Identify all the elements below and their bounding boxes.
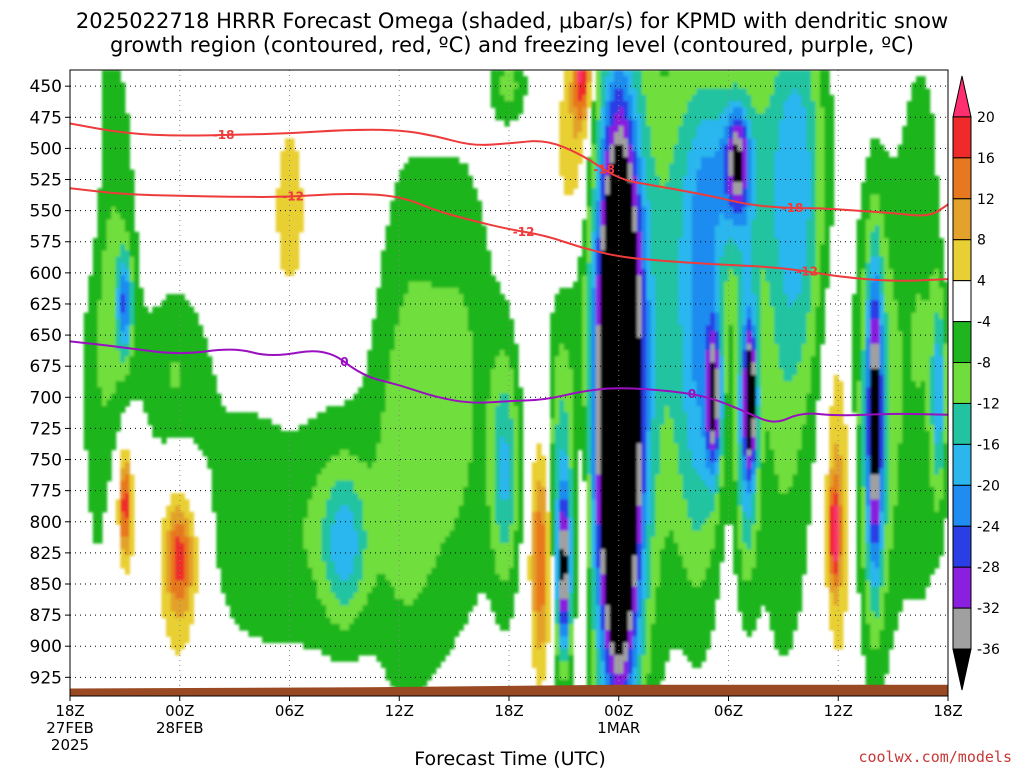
y-tick-label: 550 bbox=[30, 202, 62, 222]
x-tick-label: 12Z bbox=[824, 702, 853, 720]
contour-label: -18 bbox=[593, 163, 615, 177]
colorbar-label: -12 bbox=[977, 396, 1000, 412]
x-tick-label: 18Z bbox=[494, 702, 523, 720]
colorbar-label: 20 bbox=[977, 110, 995, 126]
contour-label: -18 bbox=[782, 201, 804, 215]
credit-url[interactable]: coolwx.com/models bbox=[858, 748, 1012, 766]
colorbar-swatch bbox=[953, 117, 971, 158]
y-tick-label: 450 bbox=[30, 77, 62, 97]
x-tick-label: 27FEB bbox=[46, 719, 93, 737]
y-tick-label: 700 bbox=[30, 388, 62, 408]
colorbar-swatch bbox=[953, 403, 971, 444]
contour-label: -12 bbox=[796, 264, 818, 278]
colorbar-swatch bbox=[953, 76, 971, 117]
contour-label: -18 bbox=[213, 128, 235, 142]
y-tick-label: 575 bbox=[30, 233, 62, 253]
colorbar-swatch bbox=[953, 567, 971, 608]
contour-label: -12 bbox=[282, 190, 304, 204]
y-tick-label: 600 bbox=[30, 264, 62, 284]
y-tick-label: 925 bbox=[30, 668, 62, 688]
colorbar-swatch bbox=[953, 240, 971, 281]
colorbar-swatch bbox=[953, 199, 971, 240]
colorbar-label: 4 bbox=[977, 274, 986, 290]
colorbar-label: 12 bbox=[977, 192, 995, 208]
y-tick-label: 475 bbox=[30, 108, 62, 128]
y-tick-label: 525 bbox=[30, 171, 62, 191]
y-tick-label: 500 bbox=[30, 139, 62, 159]
y-tick-label: 875 bbox=[30, 606, 62, 626]
x-tick-label: 06Z bbox=[714, 702, 743, 720]
colorbar-label: -8 bbox=[977, 356, 991, 372]
y-tick-label: 900 bbox=[30, 637, 62, 657]
colorbar-swatch bbox=[953, 363, 971, 404]
colorbar-label: -32 bbox=[977, 601, 1000, 617]
y-tick-label: 725 bbox=[30, 419, 62, 439]
x-tick-label: 00Z bbox=[604, 702, 633, 720]
colorbar-swatch bbox=[953, 281, 971, 322]
contour-label: 0 bbox=[340, 355, 348, 369]
colorbar-label: -28 bbox=[977, 560, 1000, 576]
x-tick-label: 18Z bbox=[55, 702, 84, 720]
colorbar-swatch bbox=[953, 444, 971, 485]
colorbar-swatch bbox=[953, 158, 971, 199]
y-tick-label: 800 bbox=[30, 513, 62, 533]
y-tick-label: 675 bbox=[30, 357, 62, 377]
y-tick-label: 650 bbox=[30, 326, 62, 346]
colorbar-label: -36 bbox=[977, 642, 1000, 658]
colorbar-swatch bbox=[953, 649, 971, 690]
x-tick-label: 12Z bbox=[385, 702, 414, 720]
x-tick-label: 28FEB bbox=[156, 719, 203, 737]
x-tick-label: 18Z bbox=[933, 702, 962, 720]
colorbar-swatch bbox=[953, 608, 971, 649]
colorbar-label: -16 bbox=[977, 437, 1000, 453]
contour-label: 0 bbox=[688, 387, 696, 401]
colorbar-label: 8 bbox=[977, 233, 986, 249]
y-tick-label: 775 bbox=[30, 482, 62, 502]
colorbar-swatch bbox=[953, 485, 971, 526]
y-tick-label: 625 bbox=[30, 295, 62, 315]
colorbar-label: -24 bbox=[977, 519, 1000, 535]
y-tick-label: 825 bbox=[30, 544, 62, 564]
x-tick-label: 06Z bbox=[275, 702, 304, 720]
colorbar-label: 16 bbox=[977, 151, 995, 167]
x-tick-label: 00Z bbox=[165, 702, 194, 720]
colorbar-swatch bbox=[953, 526, 971, 567]
colorbar-swatch bbox=[953, 322, 971, 363]
contour-label: -12 bbox=[513, 225, 535, 239]
x-tick-label: 1MAR bbox=[597, 719, 640, 737]
y-tick-label: 850 bbox=[30, 575, 62, 595]
colorbar-label: -20 bbox=[977, 478, 1000, 494]
colorbar-label: -4 bbox=[977, 315, 991, 331]
colorbar-legend: 20 16 12 8 4 -4 -8 -12 -16 -20 -24 -28 -32 -36 bbox=[953, 76, 1000, 690]
y-tick-label: 750 bbox=[30, 451, 62, 471]
